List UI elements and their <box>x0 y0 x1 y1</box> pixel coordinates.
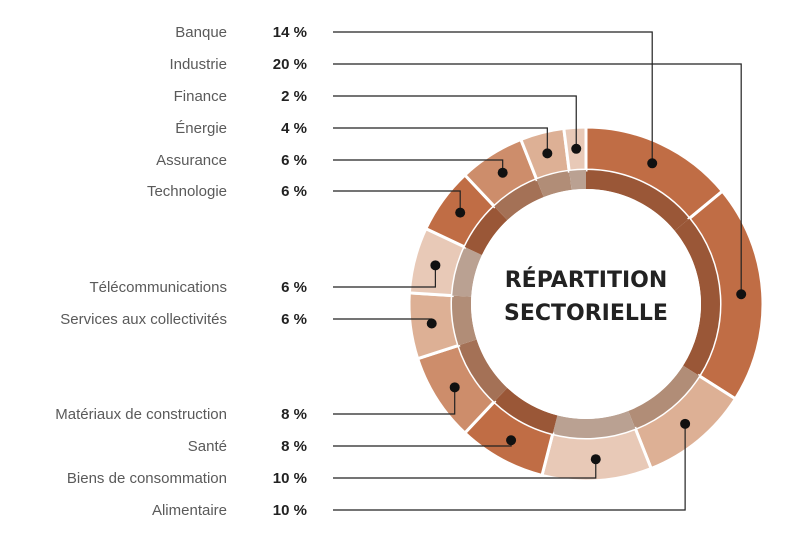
label-1: Banque <box>175 24 227 41</box>
leader-11 <box>333 459 597 479</box>
leader-12 <box>333 423 686 511</box>
label-9: Matériaux de construction <box>55 406 227 423</box>
leader-4 <box>333 127 548 154</box>
leader-lines <box>333 31 747 511</box>
value-5: 6 % <box>281 152 307 169</box>
slice-band-2 <box>674 218 720 376</box>
label-11: Biens de consommation <box>67 470 227 487</box>
leader-dot-7 <box>430 260 441 271</box>
leader-dot-6 <box>455 207 466 218</box>
leader-dot-8 <box>426 318 437 329</box>
label-4: Énergie <box>175 120 227 137</box>
slice-band-3 <box>569 170 586 190</box>
value-1: 14 % <box>273 24 307 41</box>
chart-title-line-1: RÉPARTITION <box>505 267 668 293</box>
label-10: Santé <box>188 438 227 455</box>
leader-dot-1 <box>647 158 658 169</box>
leader-7 <box>333 265 436 288</box>
leader-9 <box>333 387 456 415</box>
legend-labels: Banque 14 % Industrie 20 % Finance 2 % Énergie… <box>55 24 307 519</box>
slice-band-10 <box>494 387 558 434</box>
donut-center <box>471 189 701 419</box>
value-8: 6 % <box>281 311 307 328</box>
chart-title-line-2: SECTORIELLE <box>504 301 668 326</box>
leader-dot-11 <box>590 454 601 465</box>
slice-band-8 <box>452 295 477 346</box>
slice-band-11 <box>552 410 636 438</box>
leader-dot-10 <box>506 435 517 446</box>
slice-band-4 <box>536 171 572 198</box>
value-10: 8 % <box>281 438 307 455</box>
slice-band-6 <box>464 206 508 256</box>
leader-dot-9 <box>449 382 460 393</box>
leader-1 <box>333 31 653 164</box>
label-3: Finance <box>174 88 227 105</box>
leader-dot-5 <box>497 167 508 178</box>
value-4: 4 % <box>281 120 307 137</box>
slice-band-5 <box>494 179 544 221</box>
leader-3 <box>333 95 577 149</box>
label-7: Télécommunications <box>89 279 227 296</box>
slice-band-7 <box>452 246 482 297</box>
value-12: 10 % <box>273 502 307 519</box>
label-2: Industrie <box>169 56 227 73</box>
slice-band-9 <box>458 339 508 402</box>
value-3: 2 % <box>281 88 307 105</box>
value-7: 6 % <box>281 279 307 296</box>
leader-dot-12 <box>680 418 691 429</box>
leader-6 <box>333 190 461 213</box>
leader-dot-3 <box>571 143 582 154</box>
slice-band-1 <box>586 170 690 231</box>
leader-dot-4 <box>542 148 553 159</box>
label-5: Assurance <box>156 152 227 169</box>
value-6: 6 % <box>281 183 307 200</box>
label-12: Alimentaire <box>152 502 227 519</box>
donut-rings <box>407 125 765 483</box>
value-2: 20 % <box>273 56 307 73</box>
label-8: Services aux collectivités <box>60 311 227 328</box>
slice-band-12 <box>628 365 700 429</box>
label-6: Technologie <box>147 183 227 200</box>
value-9: 8 % <box>281 406 307 423</box>
leader-2 <box>333 63 742 295</box>
value-11: 10 % <box>273 470 307 487</box>
leader-dot-2 <box>736 289 747 300</box>
